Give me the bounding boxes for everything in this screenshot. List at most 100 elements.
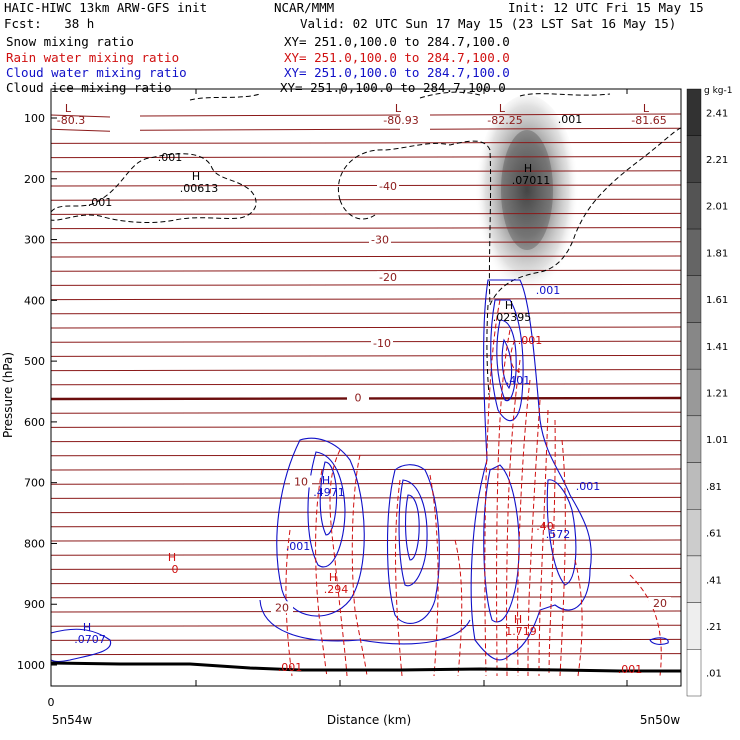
extremum-letter: L [395,102,402,115]
colorbar-label: 1.81 [706,248,728,259]
cloud-ice-contour [486,304,490,396]
x-end-label: 5n50w [640,713,681,727]
temperature-label-bg [649,597,671,610]
contour-label: .001 [536,284,561,297]
cloud-water-contour [483,464,520,623]
contour-label: .572 [546,528,571,541]
isotherm [51,141,681,145]
extremum-letter: H [168,551,176,564]
isotherm [51,553,681,556]
colorbar-swatch [686,135,702,183]
cloud-water-contour [649,637,669,645]
y-axis: 100 200 300 400 500 600 700 800 900 1000 [17,112,57,672]
rain-water-contour [538,409,549,677]
y-tick-label: 400 [24,294,45,307]
colorbar-swatch [686,509,702,557]
isotherm [51,454,681,457]
rain-water-contour [496,329,511,677]
cloud-water-contour [501,338,513,390]
colorbar-label: 1.01 [706,435,728,446]
contour-label: .001 [88,196,113,209]
rain-water-contour [510,339,521,373]
x-axis-label: Distance (km) [327,713,411,727]
extremum-letter: H [524,162,532,175]
extremum-letter: L [643,102,650,115]
contour-label: .001 [558,113,583,126]
contour-label: .001 [618,663,643,676]
extremum-value: .0707 [74,633,106,646]
isotherm [51,198,681,201]
contour-label: .401 [506,374,531,387]
colorbar-label: .61 [706,529,722,540]
cloud-ice-contour [189,91,611,101]
colorbar-swatch [686,368,702,417]
temperature-label: -10 [373,337,391,350]
header-org: NCAR/MMM [274,0,335,15]
cloud-water-contour [546,479,577,586]
temperature-label: -20 [379,271,397,284]
extremum-value: -82.25 [487,114,522,127]
y-tick-label: 500 [24,355,45,368]
rain-water-contour [527,399,541,677]
isotherm [51,269,681,272]
cloud-water-contour [398,479,428,587]
extremum-value: .02395 [493,311,532,324]
extremum-letter: H [322,474,330,487]
extremum-value: .00613 [180,182,219,195]
isotherm [51,241,681,244]
contour-label: .001 [158,151,183,164]
temperature-label-bg [369,233,391,246]
colorbar-swatch [686,555,702,603]
isotherm [51,411,681,414]
y-tick-label: 100 [24,112,45,125]
isotherm [51,113,681,118]
header-title: HAIC-HIWC 13km ARW-GFS init [4,0,208,15]
header-init: Init: 12 UTC Fri 15 May 15 [508,0,704,15]
field-snow-name: Snow mixing ratio [6,34,134,49]
header-forecast: Fcst: 38 h [4,16,95,31]
extremum-letter: H [329,571,337,584]
isotherm [51,468,681,471]
colorbar-swatch [686,182,702,230]
rain-water-contour [484,299,501,677]
extremum-letter: H [514,613,522,626]
cloud-water-contour [51,628,112,663]
y-tick-label: 900 [24,598,45,611]
cloud-water-contours [51,279,669,663]
cloud-water-contour [404,494,420,561]
rain-water-contour [329,449,348,677]
colorbar-swatch [686,602,702,650]
x-start-label: 5n54w [52,713,93,727]
isotherm [51,596,681,599]
isotherm [51,567,681,571]
colorbar-label: 1.21 [706,389,728,400]
y-tick-label: 800 [24,537,45,550]
isotherm [51,326,681,329]
extremum-value: 1.719 [505,625,537,638]
ground-line [50,661,681,673]
cloud-ice-contour [338,127,681,306]
y-tick-label: 700 [24,477,45,490]
extremum-letter: H [192,170,200,183]
contour-label: .001 [518,334,543,347]
colorbar-label: .41 [706,575,722,586]
temperature-label: 20 [653,597,667,610]
colorbar-swatch [686,275,702,323]
temperature-label-bg [371,336,393,349]
colorbar: 2.41 2.21 2.01 1.81 1.61 1.41 1.21 1.01 .81 .61 .4… [686,88,728,697]
extremum-letter: L [65,102,72,115]
field-cloudice-xy: XY= 251.0,100.0 to 284.7,100.0 [280,80,506,95]
isotherm [51,312,681,315]
cloud-ice-contour [339,199,376,220]
extremum-value: .4971 [313,486,345,499]
extremum-value: -80.93 [383,114,418,127]
isotherm [51,581,681,585]
cloud-water-contour [496,319,517,402]
temperature-label: 20 [275,601,289,614]
extremum-value: -81.65 [631,114,666,127]
temperature-label: -40 [379,180,397,193]
isotherm [51,354,681,358]
isotherm [51,496,681,500]
colorbar-label: .01 [706,669,722,680]
